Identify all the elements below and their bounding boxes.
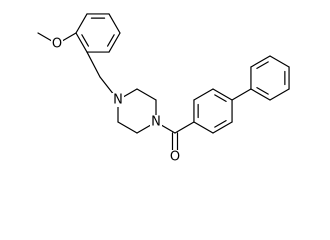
atom-label: N: [113, 93, 123, 108]
bond: [75, 13, 88, 34]
bond: [256, 87, 269, 95]
bond: [231, 88, 252, 101]
bond: [174, 121, 195, 134]
bond: [107, 34, 115, 47]
bond: [193, 88, 214, 101]
bond: [250, 55, 271, 68]
atom-label: N: [151, 115, 161, 130]
label-mask: [112, 93, 124, 107]
bonds: [37, 13, 290, 158]
atom-labels: O N N O: [51, 37, 181, 165]
bond: [269, 55, 290, 68]
bond: [136, 88, 157, 101]
bond: [81, 34, 89, 47]
label-mask: [169, 150, 181, 164]
bond: [214, 94, 227, 102]
bond: [250, 88, 271, 101]
bond: [75, 32, 88, 53]
molecule-diagram: O N N O: [37, 13, 290, 165]
atom-label: O: [170, 150, 180, 165]
label-mask: [51, 37, 63, 51]
bond: [256, 61, 269, 69]
bond: [212, 88, 233, 101]
bond: [269, 88, 290, 101]
bond: [193, 121, 214, 134]
bond: [86, 51, 101, 78]
bond: [212, 121, 233, 134]
label-mask: [150, 115, 162, 129]
bond: [108, 32, 121, 53]
bond: [117, 121, 138, 134]
atom-label: O: [52, 37, 62, 52]
bond: [214, 120, 227, 128]
bond: [108, 13, 121, 34]
